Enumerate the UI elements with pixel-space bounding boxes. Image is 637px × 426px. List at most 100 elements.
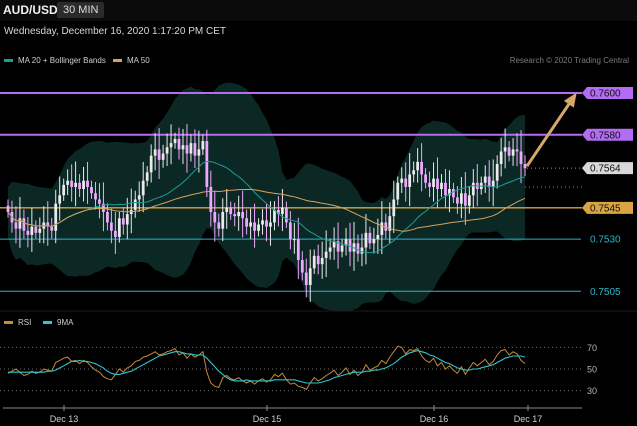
candle-body [229,207,233,215]
candle-body [74,182,77,187]
x-tick-label-dec-13: Dec 13 [50,414,79,424]
candle-body [86,180,89,187]
legend-label-ma20: MA 20 + Bollinger Bands [18,56,106,65]
candle-body [392,199,396,217]
x-tick-label-dec-17: Dec 17 [514,414,543,424]
candle-body [523,164,527,169]
rsi-tick-label-50: 50 [587,365,597,375]
candle-body [241,212,245,219]
candle-body [38,228,42,233]
level-label-0.7505: 0.7505 [590,287,621,298]
candle-body [153,149,157,156]
candle-body [483,176,487,183]
candle-body [281,207,284,215]
candle-body [519,151,523,164]
level-label-0.7600: 0.7600 [590,89,621,100]
candle-body [30,226,34,235]
candle-body [34,226,38,233]
rsi-tick-label-70: 70 [587,343,597,353]
candle-body [487,176,491,187]
x-tick-label-dec-15: Dec 15 [253,414,282,424]
level-tag-0.7580 [582,128,633,141]
legend-item-ma20: MA 20 + Bollinger Bands [4,56,106,65]
candle-body [364,232,368,248]
candle-body [503,147,507,152]
candle-body [225,207,229,212]
x-tick-label-dec-16: Dec 16 [420,414,449,424]
candle-body [471,182,475,196]
candle-body [26,230,30,235]
candle-body [106,212,109,223]
candle-body [169,143,173,148]
candle-body [205,141,209,187]
candle-body [70,180,74,187]
candle-body [217,222,221,229]
candle-body [269,222,272,227]
level-label-0.7530: 0.7530 [590,235,621,246]
candle-body [499,151,503,164]
candle-body [332,241,336,248]
candle-body [18,218,22,229]
interval-button[interactable]: 30 MIN [57,2,105,18]
candle-body [344,239,348,246]
candle-body [14,222,18,229]
candle-body [320,257,324,265]
candle-body [495,164,499,181]
ma50-line [7,188,526,232]
candle-body [388,216,392,231]
level-label-0.7564: 0.7564 [590,164,621,175]
candle-body [62,184,66,196]
candle-body [284,207,288,223]
candle-body [444,182,447,196]
candle-body [265,220,268,227]
credit-label: Research © 2020 Trading Central [509,56,629,65]
ma50-swatch-icon [113,59,122,62]
ma20-swatch-icon [4,59,13,62]
candle-body [66,180,70,185]
candle-body [54,203,58,231]
timestamp-label: Wednesday, December 16, 2020 1:17:20 PM … [4,26,226,37]
candle-body [273,209,276,223]
candle-body [412,170,416,175]
candle-body [356,243,360,254]
symbol-label[interactable]: AUD/USD [3,3,58,17]
candle-body [340,245,344,252]
candle-body [189,143,193,154]
candle-body [6,205,10,212]
candle-body [336,241,340,252]
rsi-line [7,345,526,391]
candle-body [90,186,93,194]
candle-body [94,193,97,200]
candle-body [98,199,101,204]
candle-body [145,172,149,181]
candle-body [463,193,467,206]
candle-body [249,222,252,227]
candle-body [185,145,189,154]
candle-body [428,182,431,187]
candle-body [288,222,292,240]
candle-body [157,149,161,160]
legend-item-rsi: RSI [4,318,31,327]
candle-body [440,182,443,190]
candle-body [416,161,420,171]
candle-body [233,214,237,217]
candle-body [316,255,320,265]
level-label-0.7580: 0.7580 [590,130,621,141]
candle-body [448,189,451,196]
candle-body [491,180,495,187]
top-bar [0,0,637,21]
candle-body [396,182,400,200]
candle-body [292,239,296,241]
candle-body [209,186,213,212]
candle-body [193,143,197,156]
candle-body [22,218,26,231]
candle-body [113,230,117,238]
candle-body [296,239,300,260]
legend-label-9ma: 9MA [57,318,74,327]
candle-body [400,178,404,183]
candle-body [312,255,316,269]
candle-body [78,182,81,190]
bollinger-band-area [8,82,525,312]
candle-body [221,212,225,229]
